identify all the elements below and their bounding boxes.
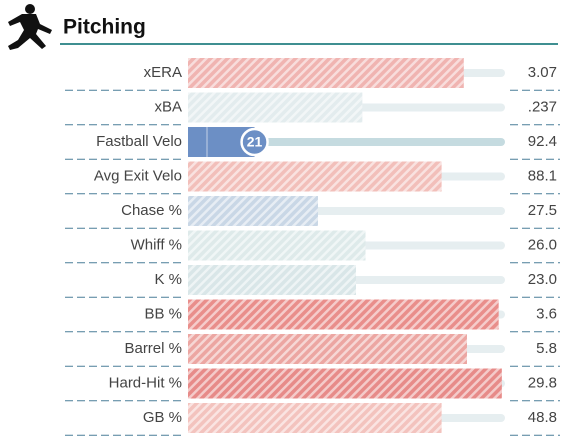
bar-hatch bbox=[188, 265, 357, 295]
rows: xERA 3.07 xBA .237 Fastball Velo 92.4 21 Avg Ex… bbox=[65, 58, 560, 436]
stat-value: 27.5 bbox=[528, 202, 557, 219]
metric-label: Barrel % bbox=[124, 340, 182, 357]
bar-hatch bbox=[188, 403, 442, 433]
stat-value: 29.8 bbox=[528, 374, 557, 391]
percentile-badge bbox=[240, 127, 269, 157]
bar-hatch bbox=[188, 299, 499, 330]
section-title: Pitching bbox=[63, 16, 146, 39]
stat-value: 3.07 bbox=[528, 64, 557, 81]
metric-label: Whiff % bbox=[131, 236, 182, 253]
bar-hatch bbox=[188, 196, 318, 226]
metric-label: Fastball Velo bbox=[96, 133, 182, 150]
metric-label: xBA bbox=[154, 98, 182, 115]
metric-label: Chase % bbox=[121, 202, 182, 219]
metric-label: K % bbox=[154, 271, 182, 288]
bar-hatch bbox=[188, 334, 467, 364]
stat-value: 88.1 bbox=[528, 167, 557, 184]
metric-label: GB % bbox=[143, 409, 182, 426]
pitcher-icon bbox=[8, 4, 52, 50]
stat-value: .237 bbox=[528, 98, 557, 115]
stat-value: 5.8 bbox=[536, 340, 557, 357]
metric-label: Hard-Hit % bbox=[109, 374, 182, 391]
metric-label: xERA bbox=[144, 64, 182, 81]
stat-value: 23.0 bbox=[528, 271, 557, 288]
bar-hatch bbox=[188, 230, 366, 261]
stat-value: 48.8 bbox=[528, 409, 557, 426]
metric-label: BB % bbox=[144, 305, 182, 322]
metric-label: Avg Exit Velo bbox=[94, 167, 182, 184]
bar-hatch bbox=[188, 161, 442, 192]
stat-value: 3.6 bbox=[536, 305, 557, 322]
stat-value: 92.4 bbox=[528, 133, 557, 150]
bar-hatch bbox=[188, 92, 363, 123]
percentile-label: 21 bbox=[247, 134, 263, 150]
bar-hatch bbox=[188, 58, 464, 88]
stat-value: 26.0 bbox=[528, 236, 557, 253]
bar-hatch bbox=[188, 368, 502, 399]
